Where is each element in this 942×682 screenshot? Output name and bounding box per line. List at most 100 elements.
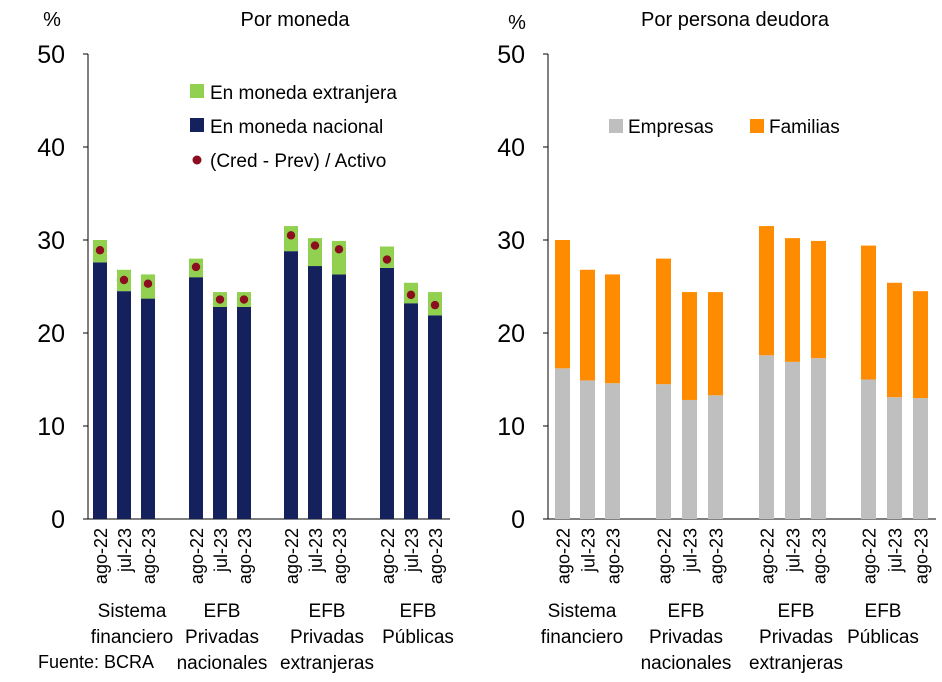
y-tick-label: 50 — [37, 41, 65, 69]
group-label: Privadas — [649, 627, 723, 648]
scatter-point-11 — [430, 300, 440, 310]
group-label: nacionales — [177, 653, 268, 674]
scatter-point-5 — [239, 295, 249, 304]
scatter-point-1 — [119, 275, 129, 285]
group-label: Privadas — [759, 627, 833, 648]
bar-en-moneda-nacional-8 — [332, 274, 346, 519]
group-label: Sistema — [98, 601, 167, 622]
group-label: EFB — [778, 601, 815, 622]
y-tick-label: 10 — [37, 413, 65, 441]
x-tick-label: ago-23 — [426, 528, 446, 584]
group-label: EFB — [204, 601, 241, 622]
y-tick-label: 0 — [511, 506, 525, 534]
bar-familias-8 — [811, 240, 826, 359]
bar-empresas-11 — [913, 398, 928, 519]
y-tick-label: 40 — [37, 134, 65, 162]
chart-title-right: Por persona deudora — [641, 9, 830, 31]
group-label: Privadas — [290, 627, 364, 648]
bar-en-moneda-nacional-10 — [404, 303, 418, 519]
bar-empresas-0 — [555, 368, 570, 519]
x-tick-label: ago-23 — [912, 528, 932, 584]
x-tick-label: jul-23 — [115, 528, 135, 573]
y-tick-label: 20 — [497, 320, 525, 348]
scatter-point-6 — [286, 231, 296, 240]
scatter-point-7 — [310, 241, 320, 250]
x-tick-label: ago-23 — [810, 528, 830, 584]
bar-en-moneda-nacional-9 — [380, 267, 394, 519]
x-tick-label: ago-22 — [187, 528, 207, 584]
x-tick-label: ago-23 — [330, 528, 350, 584]
scatter-point-0 — [95, 246, 105, 255]
x-tick-label: jul-23 — [784, 528, 804, 573]
legend-label-empresas: Empresas — [628, 117, 714, 138]
y-unit-label-right: % — [508, 12, 526, 34]
x-tick-label: ago-22 — [91, 528, 111, 584]
x-tick-label: jul-23 — [579, 528, 599, 573]
scatter-point-2 — [143, 279, 153, 288]
group-label: extranjeras — [280, 653, 374, 674]
group-label: EFB — [865, 601, 902, 622]
legend-left: En moneda extranjera En moneda nacional … — [190, 83, 397, 172]
bar-familias-1 — [580, 269, 595, 381]
x-tick-label: ago-23 — [707, 528, 727, 584]
legend-right: Empresas Familias — [609, 117, 840, 138]
bar-familias-10 — [887, 282, 902, 398]
bar-en-moneda-nacional-0 — [93, 262, 107, 519]
bar-en-moneda-nacional-3 — [189, 277, 203, 519]
x-tick-label: ago-22 — [860, 528, 880, 584]
bar-familias-7 — [785, 238, 800, 362]
bar-en-moneda-nacional-5 — [237, 306, 251, 519]
x-tick-label: ago-23 — [235, 528, 255, 584]
group-label: Sistema — [548, 601, 617, 622]
bar-empresas-3 — [656, 384, 671, 519]
x-tick-label: jul-23 — [681, 528, 701, 573]
bar-empresas-5 — [708, 395, 723, 519]
bar-familias-3 — [656, 258, 671, 385]
y-tick-label: 50 — [497, 41, 525, 69]
group-label: EFB — [400, 601, 437, 622]
bar-en-moneda-nacional-6 — [284, 251, 298, 519]
bar-familias-2 — [605, 274, 620, 384]
x-tick-label: jul-23 — [402, 528, 422, 573]
legend-swatch-foreign — [190, 84, 204, 98]
source-note: Fuente: BCRA — [38, 652, 154, 672]
legend-label-national: En moneda nacional — [210, 117, 383, 138]
chart-title-left: Por moneda — [241, 9, 351, 31]
scatter-point-4 — [215, 295, 225, 304]
group-label: Privadas — [185, 627, 259, 648]
bar-en-moneda-nacional-7 — [308, 266, 322, 519]
legend-label-foreign: En moneda extranjera — [210, 83, 397, 104]
group-label: extranjeras — [749, 653, 843, 674]
group-label: EFB — [668, 601, 705, 622]
bar-empresas-4 — [682, 399, 697, 519]
x-tick-label: jul-23 — [306, 528, 326, 573]
x-tick-label: ago-22 — [282, 528, 302, 584]
y-tick-label: 30 — [497, 227, 525, 255]
x-tick-label: ago-22 — [758, 528, 778, 584]
scatter-point-9 — [382, 255, 392, 264]
bar-empresas-10 — [887, 397, 902, 519]
bar-familias-4 — [682, 292, 697, 400]
legend-swatch-national — [190, 118, 204, 132]
x-tick-label: ago-22 — [554, 528, 574, 584]
legend-swatch-empresas — [609, 119, 623, 133]
bar-familias-5 — [708, 292, 723, 396]
x-tick-label: ago-23 — [139, 528, 159, 584]
bar-empresas-7 — [785, 361, 800, 519]
bar-familias-6 — [759, 226, 774, 356]
group-label: financiero — [541, 627, 623, 648]
bar-en-moneda-nacional-2 — [141, 298, 155, 519]
group-label: EFB — [309, 601, 346, 622]
bar-empresas-8 — [811, 358, 826, 519]
scatter-point-3 — [191, 262, 201, 272]
bar-en-moneda-nacional-4 — [213, 306, 227, 519]
bar-familias-9 — [861, 245, 876, 380]
group-label: Públicas — [382, 627, 454, 648]
bar-empresas-1 — [580, 380, 595, 519]
bar-en-moneda-nacional-11 — [428, 315, 442, 519]
